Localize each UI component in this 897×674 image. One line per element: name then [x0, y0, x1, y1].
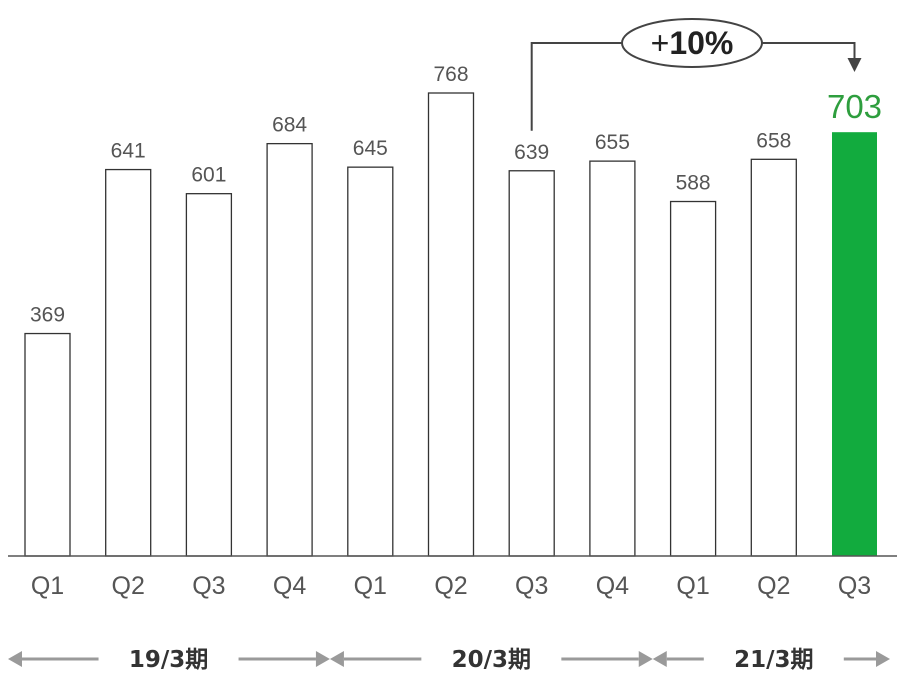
growth-label: +10% — [651, 25, 734, 61]
bar — [24, 332, 71, 557]
bar — [589, 160, 636, 557]
category-label: Q4 — [596, 572, 629, 600]
category-label: Q2 — [112, 572, 145, 600]
period-arrow-right-icon — [876, 651, 890, 667]
bar — [750, 158, 797, 557]
period-label: 21/3期 — [734, 647, 813, 673]
value-label: 645 — [353, 137, 388, 160]
value-label: 601 — [191, 164, 226, 187]
bar — [105, 168, 152, 557]
value-label: 703 — [827, 88, 882, 125]
period-label: 20/3期 — [452, 647, 531, 673]
bar — [347, 166, 394, 557]
category-label: Q3 — [838, 572, 871, 600]
bar — [508, 170, 555, 557]
value-label: 655 — [595, 131, 630, 154]
bar — [832, 132, 877, 556]
fiscal-period-row: 19/3期 20/3期 21/3期 — [8, 647, 890, 673]
growth-badge — [621, 18, 763, 68]
value-label: 641 — [111, 140, 146, 163]
bar — [669, 200, 717, 557]
category-label: Q1 — [354, 572, 387, 600]
value-label: 369 — [30, 304, 65, 327]
period-label: 19/3期 — [129, 647, 208, 673]
value-label: 684 — [272, 114, 307, 137]
category-label: Q2 — [434, 572, 467, 600]
value-label: 588 — [676, 172, 711, 195]
growth-annotation: +10% — [530, 18, 862, 131]
period-arrow-left-icon — [652, 651, 667, 667]
category-label: Q1 — [31, 572, 64, 600]
bar — [427, 92, 475, 557]
growth-label-prefix: + — [651, 25, 670, 61]
growth-label-value: 10% — [669, 25, 733, 61]
category-label: Q2 — [757, 572, 790, 600]
category-label: Q4 — [273, 572, 306, 600]
period-arrow-right-icon — [315, 651, 330, 667]
bars-group: 369 Q1 641 Q2 601 Q3 684 Q4 645 Q1 768 Q2 639 Q3 655 Q4… — [24, 63, 882, 600]
period-arrow-right-icon — [638, 651, 653, 667]
bar — [266, 142, 313, 557]
period-arrow-left-icon — [329, 651, 344, 667]
value-label: 768 — [433, 63, 468, 86]
category-label: Q3 — [192, 572, 225, 600]
period-arrow-left-icon — [8, 651, 22, 667]
value-label: 658 — [756, 129, 791, 152]
value-label: 639 — [514, 141, 549, 164]
category-label: Q1 — [676, 572, 709, 600]
growth-arrowhead — [847, 58, 862, 72]
bar — [185, 193, 233, 557]
category-label: Q3 — [515, 572, 548, 600]
